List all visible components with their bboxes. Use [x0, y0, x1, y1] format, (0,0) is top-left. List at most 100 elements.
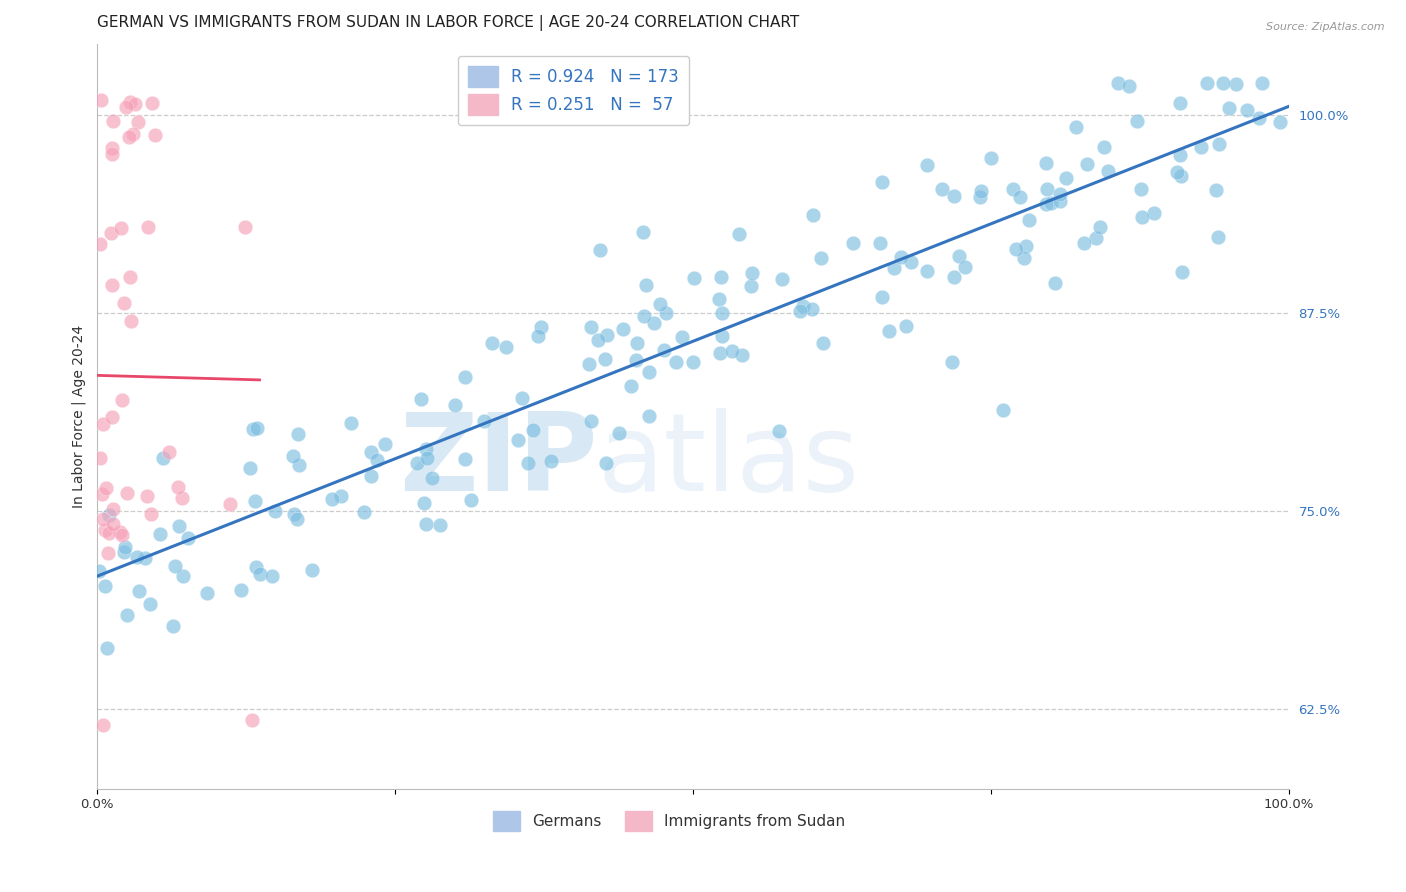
Point	[169, 519, 191, 533]
Point	[117, 485, 139, 500]
Point	[1092, 139, 1115, 153]
Point	[89, 450, 111, 465]
Point	[141, 507, 163, 521]
Point	[1195, 76, 1218, 90]
Point	[98, 508, 121, 522]
Point	[1251, 76, 1274, 90]
Point	[595, 328, 617, 343]
Point	[101, 114, 124, 128]
Point	[931, 182, 953, 196]
Point	[94, 523, 117, 537]
Point	[118, 95, 141, 109]
Point	[101, 278, 124, 293]
Point	[915, 264, 938, 278]
Point	[1035, 182, 1057, 196]
Point	[883, 260, 905, 275]
Point	[157, 444, 180, 458]
Point	[108, 524, 131, 539]
Y-axis label: In Labor Force | Age 20-24: In Labor Force | Age 20-24	[72, 325, 86, 508]
Point	[374, 437, 396, 451]
Point	[789, 303, 811, 318]
Point	[1208, 136, 1230, 151]
Point	[91, 718, 114, 732]
Point	[655, 305, 678, 319]
Point	[578, 357, 600, 371]
Point	[1001, 182, 1024, 196]
Point	[648, 296, 671, 310]
Point	[1035, 197, 1057, 211]
Point	[1212, 76, 1234, 90]
Point	[1049, 194, 1071, 209]
Point	[422, 470, 444, 484]
Point	[637, 409, 659, 423]
Point	[97, 526, 120, 541]
Point	[527, 328, 550, 343]
Point	[720, 343, 742, 358]
Point	[89, 237, 111, 252]
Point	[512, 391, 534, 405]
Point	[94, 578, 117, 592]
Point	[125, 549, 148, 564]
Point	[321, 492, 343, 507]
Point	[1018, 212, 1040, 227]
Point	[1118, 78, 1140, 93]
Point	[953, 260, 976, 275]
Point	[943, 189, 966, 203]
Point	[671, 330, 693, 344]
Point	[740, 279, 762, 293]
Text: GERMAN VS IMMIGRANTS FROM SUDAN IN LABOR FORCE | AGE 20-24 CORRELATION CHART: GERMAN VS IMMIGRANTS FROM SUDAN IN LABOR…	[97, 15, 799, 31]
Point	[120, 313, 142, 327]
Point	[1189, 140, 1212, 154]
Point	[710, 270, 733, 285]
Point	[1049, 186, 1071, 201]
Point	[96, 640, 118, 655]
Point	[412, 496, 434, 510]
Point	[643, 316, 665, 330]
Point	[162, 619, 184, 633]
Point	[709, 346, 731, 360]
Point	[1126, 114, 1149, 128]
Point	[134, 550, 156, 565]
Point	[872, 290, 894, 304]
Point	[127, 115, 149, 129]
Point	[768, 424, 790, 438]
Point	[415, 442, 437, 456]
Point	[136, 220, 159, 235]
Point	[1205, 183, 1227, 197]
Point	[165, 559, 187, 574]
Text: ZIP: ZIP	[399, 408, 598, 514]
Point	[121, 127, 143, 141]
Point	[634, 277, 657, 292]
Point	[360, 445, 382, 459]
Point	[980, 151, 1002, 165]
Point	[288, 458, 311, 473]
Point	[283, 449, 305, 463]
Point	[1088, 219, 1111, 234]
Point	[969, 189, 991, 203]
Point	[110, 221, 132, 235]
Text: atlas: atlas	[598, 408, 859, 514]
Point	[581, 320, 603, 334]
Point	[896, 318, 918, 333]
Point	[167, 480, 190, 494]
Point	[1097, 164, 1119, 178]
Point	[172, 569, 194, 583]
Point	[114, 540, 136, 554]
Point	[1043, 277, 1066, 291]
Point	[91, 845, 114, 859]
Point	[970, 184, 993, 198]
Point	[1076, 157, 1098, 171]
Text: Source: ZipAtlas.com: Source: ZipAtlas.com	[1267, 22, 1385, 32]
Point	[943, 270, 966, 285]
Point	[710, 306, 733, 320]
Point	[879, 324, 901, 338]
Point	[801, 208, 824, 222]
Point	[741, 266, 763, 280]
Point	[149, 526, 172, 541]
Point	[665, 355, 688, 369]
Point	[1015, 239, 1038, 253]
Point	[770, 272, 793, 286]
Point	[101, 410, 124, 425]
Point	[262, 569, 284, 583]
Point	[287, 427, 309, 442]
